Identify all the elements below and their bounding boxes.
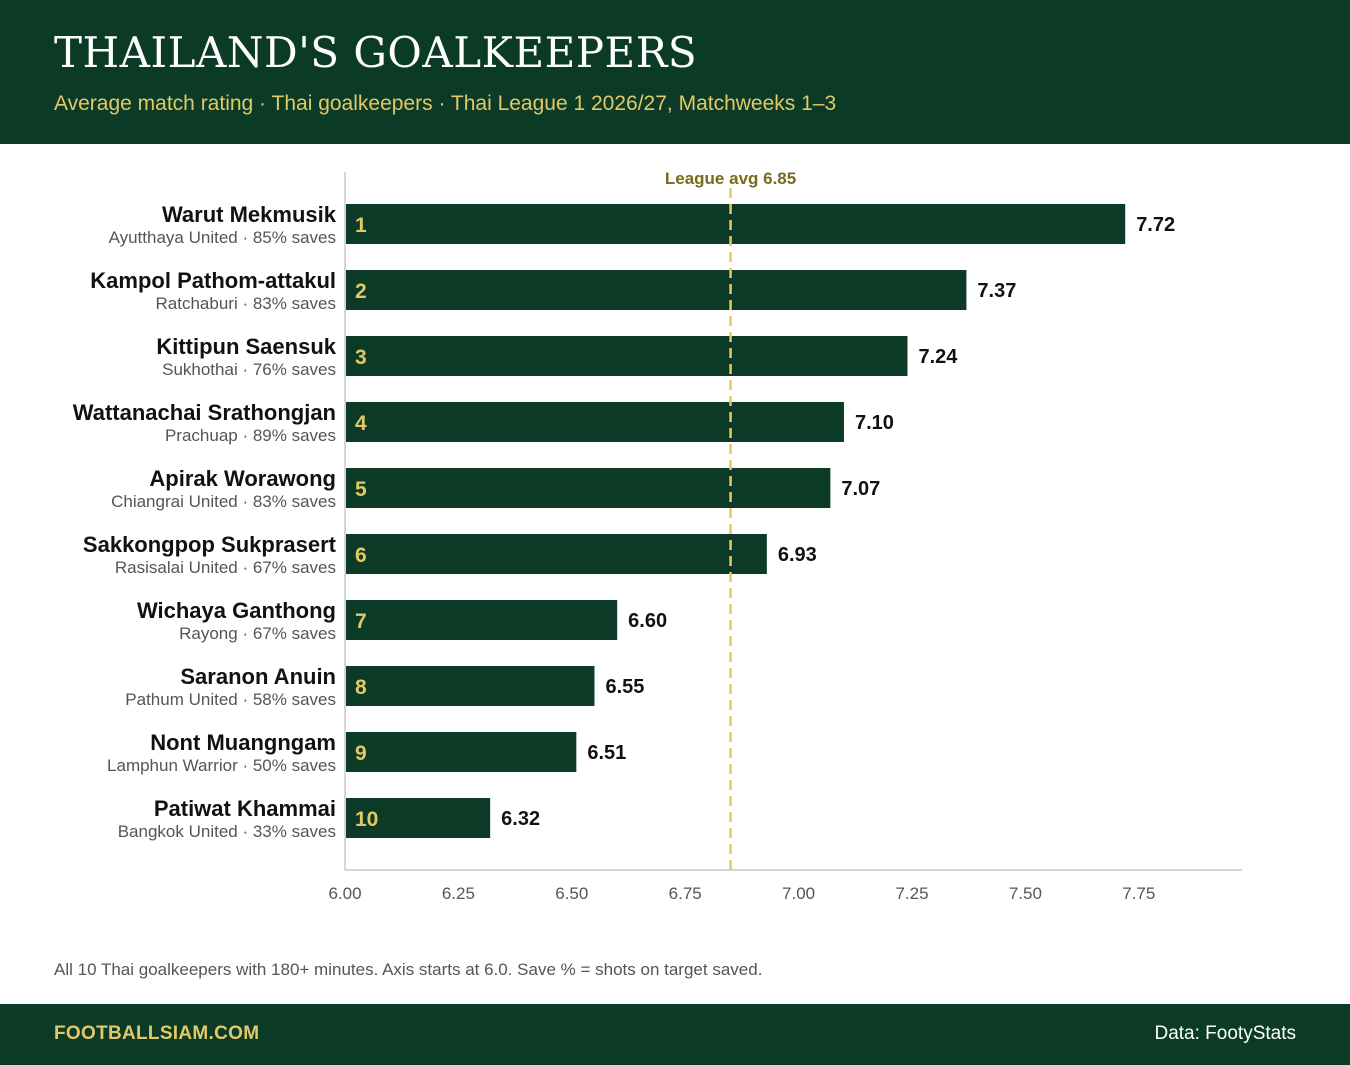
rank-label: 3 [355,346,367,369]
bar-1 [346,204,1126,244]
bar-3 [346,336,908,376]
player-name: Warut Mekmusik [162,202,337,227]
player-meta: Prachuap · 89% saves [165,426,336,445]
x-tick-label: 6.50 [555,884,588,903]
footer-banner: FOOTBALLSIAM.COM Data: FootyStats [0,1004,1350,1065]
goalkeeper-rating-chart: 6.00 6.25 6.50 6.75 7.00 7.25 7.50 7.75 1 7.72 War… [73,169,1242,903]
value-label: 7.37 [977,280,1016,302]
value-label: 6.60 [628,610,667,632]
rank-label: 5 [355,478,367,501]
player-meta: Ratchaburi · 83% saves [156,294,336,313]
value-label: 7.72 [1136,214,1175,236]
x-tick-label: 6.00 [328,884,361,903]
page-subtitle: Average match rating · Thai goalkeepers … [54,92,837,115]
rank-label: 6 [355,544,367,567]
rank-label: 7 [355,610,367,633]
x-tick-label: 6.25 [442,884,475,903]
bar-8 [346,666,595,706]
player-meta: Rasisalai United · 67% saves [115,558,336,577]
value-label: 6.32 [501,808,540,830]
value-label: 6.93 [778,544,817,566]
header-banner: THAILAND'S GOALKEEPERS Average match rat… [0,0,1350,144]
value-label: 7.24 [918,346,958,368]
player-name: Saranon Anuin [180,664,336,689]
value-label: 6.55 [605,676,644,698]
player-name: Wattanachai Srathongjan [73,400,336,425]
player-meta: Bangkok United · 33% saves [118,822,336,841]
player-name: Sakkongpop Sukprasert [83,532,337,557]
player-name: Wichaya Ganthong [137,598,336,623]
player-meta: Pathum United · 58% saves [125,690,336,709]
player-meta: Sukhothai · 76% saves [162,360,336,379]
value-label: 6.51 [587,742,626,764]
player-name: Patiwat Khammai [154,796,336,821]
value-label: 7.07 [841,478,880,500]
x-tick-label: 6.75 [669,884,702,903]
player-name: Apirak Worawong [149,466,336,491]
x-tick-label: 7.25 [895,884,928,903]
rank-label: 2 [355,280,367,303]
bar-7 [346,600,618,640]
rank-label: 9 [355,742,367,765]
bar-2 [346,270,967,310]
player-meta: Rayong · 67% saves [179,624,336,643]
rank-label: 1 [355,214,367,237]
page-title: THAILAND'S GOALKEEPERS [54,28,698,77]
bar-4 [346,402,844,442]
player-meta: Lamphun Warrior · 50% saves [107,756,336,775]
rank-label: 4 [355,412,367,435]
value-label: 7.10 [855,412,894,434]
player-meta: Chiangrai United · 83% saves [111,492,336,511]
x-tick-label: 7.50 [1009,884,1042,903]
x-tick-label: 7.00 [782,884,815,903]
bar-9 [346,732,577,772]
brand-link[interactable]: FOOTBALLSIAM.COM [54,1023,260,1044]
bar-6 [346,534,767,574]
player-meta: Ayutthaya United · 85% saves [109,228,336,247]
x-tick-label: 7.75 [1122,884,1155,903]
data-source: Data: FootyStats [1154,1023,1296,1044]
rank-label: 10 [355,808,378,831]
chart-footnote: All 10 Thai goalkeepers with 180+ minute… [54,960,763,979]
bar-5 [346,468,831,508]
bar-10 [346,798,491,838]
player-name: Kittipun Saensuk [156,334,336,359]
player-name: Kampol Pathom-attakul [90,268,336,293]
league-average-label: League avg 6.85 [665,169,796,188]
rank-label: 8 [355,676,367,699]
player-name: Nont Muangngam [150,730,336,755]
